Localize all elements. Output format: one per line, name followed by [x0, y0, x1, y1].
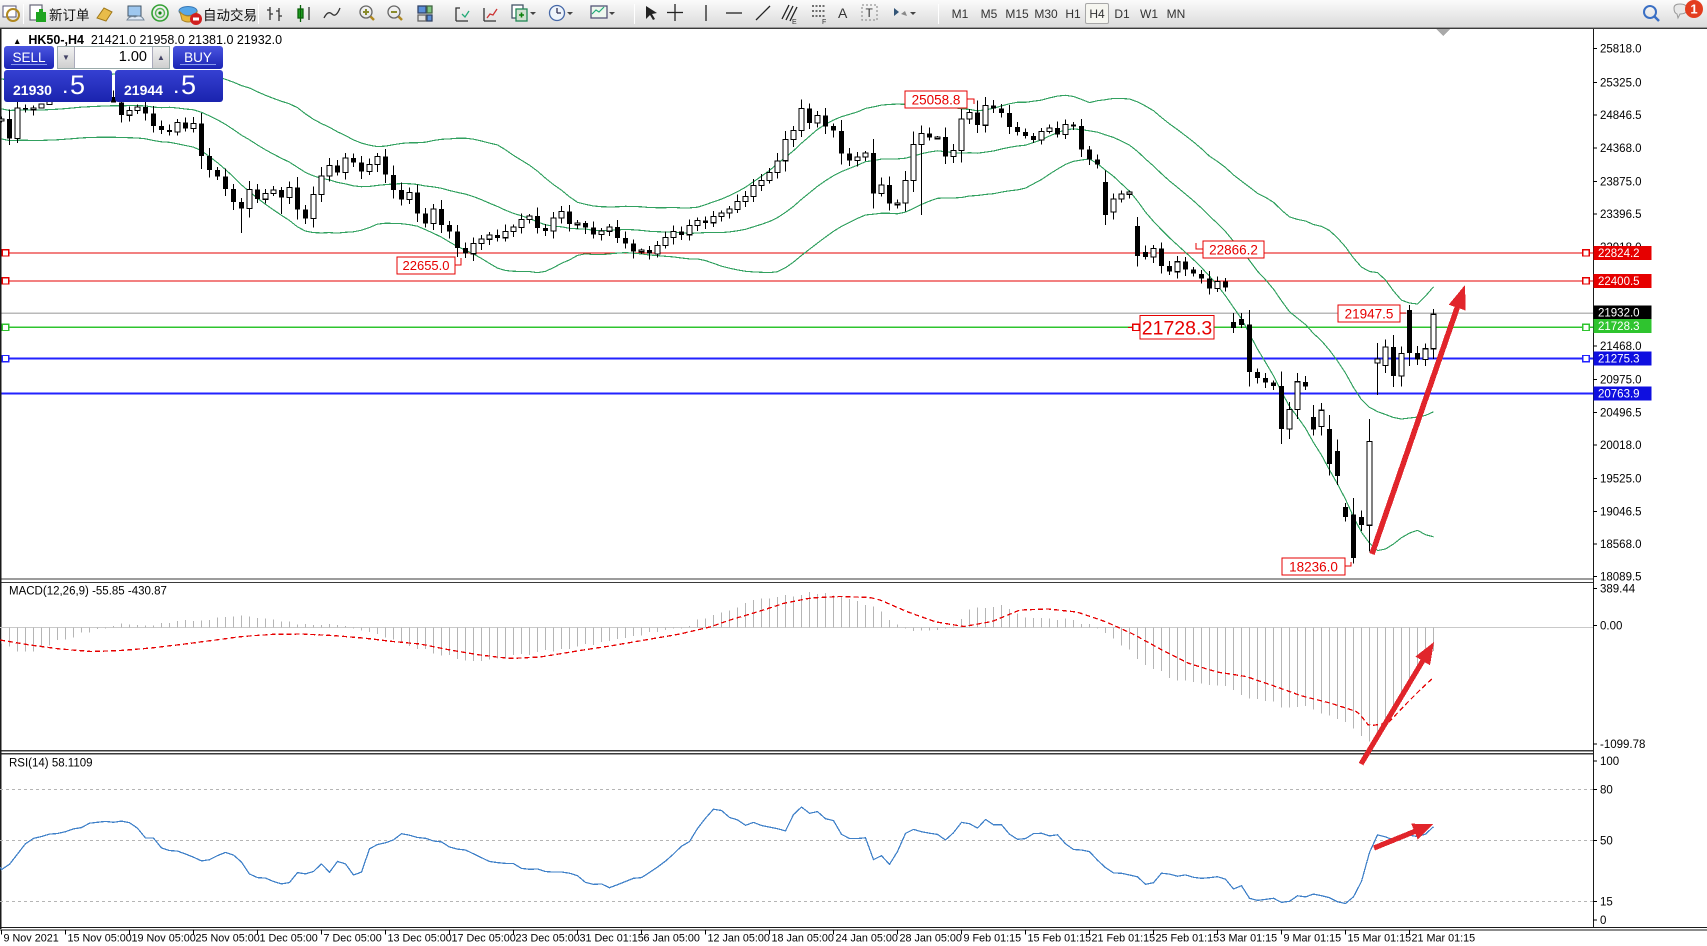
svg-text:23 Dec 05:00: 23 Dec 05:00 [516, 933, 580, 945]
svg-text:F: F [822, 19, 826, 26]
svg-text:100: 100 [1600, 756, 1619, 768]
svg-text:22400.5: 22400.5 [1598, 276, 1640, 288]
svg-text:19046.5: 19046.5 [1600, 506, 1642, 518]
svg-text:80: 80 [1600, 784, 1613, 796]
svg-text:9 Feb 01:15: 9 Feb 01:15 [964, 933, 1022, 945]
svg-text:18 Jan 05:00: 18 Jan 05:00 [772, 933, 834, 945]
svg-text:21932.0: 21932.0 [1598, 308, 1640, 320]
svg-text:6 Jan 05:00: 6 Jan 05:00 [644, 933, 700, 945]
svg-text:MACD(12,26,9) -55.85 -430.87: MACD(12,26,9) -55.85 -430.87 [9, 586, 167, 598]
svg-text:20763.9: 20763.9 [1598, 389, 1640, 401]
svg-text:22655.0: 22655.0 [403, 258, 450, 273]
svg-text:21728.3: 21728.3 [1598, 321, 1640, 333]
svg-text:0.00: 0.00 [1600, 621, 1622, 633]
svg-text:21947.5: 21947.5 [1345, 306, 1394, 321]
svg-text:19 Nov 05:00: 19 Nov 05:00 [132, 933, 196, 945]
svg-text:24 Jan 05:00: 24 Jan 05:00 [836, 933, 898, 945]
svg-text:-1099.78: -1099.78 [1600, 739, 1645, 751]
svg-text:18568.0: 18568.0 [1600, 539, 1642, 551]
svg-text:18089.5: 18089.5 [1600, 572, 1642, 584]
svg-text:23396.5: 23396.5 [1600, 209, 1642, 221]
svg-text:31 Dec 01:15: 31 Dec 01:15 [580, 933, 644, 945]
svg-text:17 Dec 05:00: 17 Dec 05:00 [452, 933, 516, 945]
svg-text:RSI(14) 58.1109: RSI(14) 58.1109 [9, 758, 93, 770]
svg-text:15 Nov 05:00: 15 Nov 05:00 [68, 933, 132, 945]
svg-text:12 Jan 05:00: 12 Jan 05:00 [708, 933, 770, 945]
svg-text:21728.3: 21728.3 [1142, 317, 1213, 339]
svg-text:25818.0: 25818.0 [1600, 44, 1642, 56]
svg-text:50: 50 [1600, 835, 1613, 847]
svg-text:15: 15 [1600, 896, 1613, 908]
svg-text:25 Feb 01:15: 25 Feb 01:15 [1156, 933, 1220, 945]
svg-text:21468.0: 21468.0 [1600, 341, 1642, 353]
svg-text:21 Mar 01:15: 21 Mar 01:15 [1412, 933, 1476, 945]
svg-text:13 Dec 05:00: 13 Dec 05:00 [388, 933, 452, 945]
svg-text:25058.8: 25058.8 [912, 92, 961, 107]
svg-text:24368.0: 24368.0 [1600, 143, 1642, 155]
svg-text:T: T [866, 6, 874, 20]
svg-text:E: E [792, 19, 797, 26]
svg-text:A: A [838, 5, 848, 21]
svg-text:28 Jan 05:00: 28 Jan 05:00 [900, 933, 962, 945]
svg-text:3 Mar 01:15: 3 Mar 01:15 [1220, 933, 1278, 945]
svg-text:21275.3: 21275.3 [1598, 354, 1640, 366]
svg-text:0: 0 [1600, 915, 1606, 927]
svg-text:22824.2: 22824.2 [1598, 248, 1640, 260]
svg-text:23875.0: 23875.0 [1600, 176, 1642, 188]
svg-text:1: 1 [1690, 2, 1697, 17]
svg-text:25325.0: 25325.0 [1600, 77, 1642, 89]
svg-text:19525.0: 19525.0 [1600, 474, 1642, 486]
svg-text:25 Nov 05:00: 25 Nov 05:00 [196, 933, 260, 945]
svg-text:389.44: 389.44 [1600, 584, 1636, 596]
svg-text:15 Mar 01:15: 15 Mar 01:15 [1348, 933, 1412, 945]
svg-text:15 Feb 01:15: 15 Feb 01:15 [1028, 933, 1092, 945]
svg-text:9 Nov 2021: 9 Nov 2021 [4, 933, 59, 945]
svg-text:20018.0: 20018.0 [1600, 440, 1642, 452]
svg-text:1 Dec 05:00: 1 Dec 05:00 [260, 933, 318, 945]
svg-text:20975.0: 20975.0 [1600, 375, 1642, 387]
svg-text:7 Dec 05:00: 7 Dec 05:00 [324, 933, 382, 945]
svg-text:9 Mar 01:15: 9 Mar 01:15 [1284, 933, 1342, 945]
svg-text:20496.5: 20496.5 [1600, 407, 1642, 419]
svg-text:22866.2: 22866.2 [1209, 242, 1258, 257]
svg-text:24846.5: 24846.5 [1600, 110, 1642, 122]
svg-text:18236.0: 18236.0 [1289, 559, 1338, 574]
svg-text:21 Feb 01:15: 21 Feb 01:15 [1092, 933, 1156, 945]
